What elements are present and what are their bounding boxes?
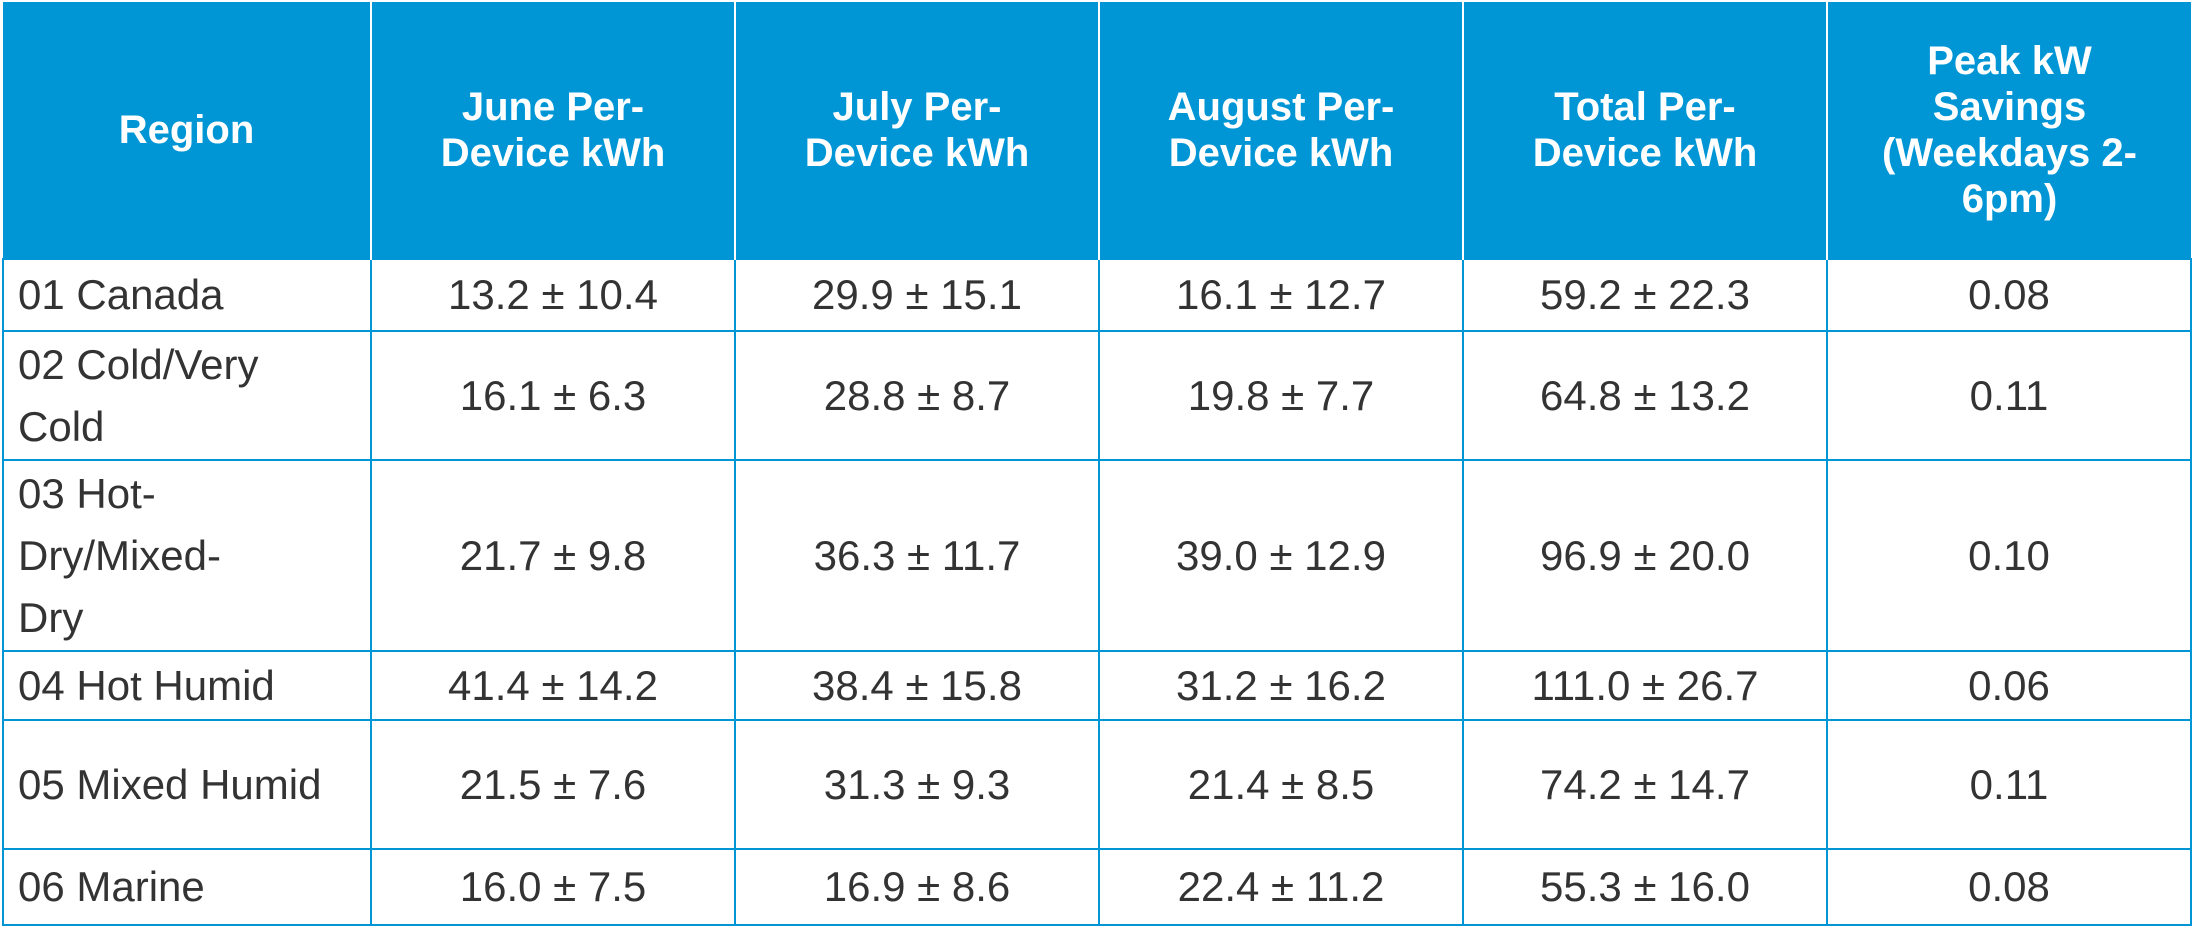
- value-cell: 16.9 ± 8.6: [734, 848, 1100, 926]
- value-cell: 0.06: [1826, 650, 2192, 721]
- value-cell: 0.08: [1826, 848, 2192, 926]
- column-header: Total Per-Device kWh: [1462, 2, 1827, 259]
- column-header: Region: [3, 2, 371, 259]
- table-row: 01 Canada 13.2 ± 10.4 29.9 ± 15.1 16.1 ± 12…: [2, 258, 2192, 332]
- column-header: July Per-Device kWh: [734, 2, 1099, 259]
- header-row: Region June Per-Device kWh July Per-Device…: [3, 2, 2191, 259]
- value-cell: 22.4 ± 11.2: [1098, 848, 1464, 926]
- value-cell: 39.0 ± 12.9: [1098, 459, 1464, 652]
- value-cell: 59.2 ± 22.3: [1462, 258, 1828, 332]
- value-cell: 0.08: [1826, 258, 2192, 332]
- value-cell: 21.5 ± 7.6: [370, 719, 736, 850]
- table-row: 03 Hot-Dry/Mixed-Dry 21.7 ± 9.8 36.3 ± 11.…: [2, 459, 2192, 652]
- value-cell: 41.4 ± 14.2: [370, 650, 736, 721]
- value-cell: 0.11: [1826, 719, 2192, 850]
- value-cell: 0.11: [1826, 330, 2192, 461]
- value-cell: 21.4 ± 8.5: [1098, 719, 1464, 850]
- value-cell: 16.1 ± 6.3: [370, 330, 736, 461]
- region-cell: 06 Marine: [2, 848, 372, 926]
- value-cell: 55.3 ± 16.0: [1462, 848, 1828, 926]
- value-cell: 13.2 ± 10.4: [370, 258, 736, 332]
- region-cell: 02 Cold/Very Cold: [2, 330, 372, 461]
- value-cell: 64.8 ± 13.2: [1462, 330, 1828, 461]
- value-cell: 0.10: [1826, 459, 2192, 652]
- table-row: 05 Mixed Humid 21.5 ± 7.6 31.3 ± 9.3 21.4 ±…: [2, 719, 2192, 850]
- region-cell: 03 Hot-Dry/Mixed-Dry: [2, 459, 372, 652]
- column-header: June Per-Device kWh: [370, 2, 735, 259]
- table-row: 06 Marine 16.0 ± 7.5 16.9 ± 8.6 22.4 ± 11.2…: [2, 848, 2192, 926]
- value-cell: 31.3 ± 9.3: [734, 719, 1100, 850]
- value-cell: 28.8 ± 8.7: [734, 330, 1100, 461]
- value-cell: 16.0 ± 7.5: [370, 848, 736, 926]
- value-cell: 111.0 ± 26.7: [1462, 650, 1828, 721]
- column-header: Peak kW Savings (Weekdays 2-6pm): [1826, 2, 2191, 259]
- value-cell: 74.2 ± 14.7: [1462, 719, 1828, 850]
- value-cell: 19.8 ± 7.7: [1098, 330, 1464, 461]
- region-cell: 05 Mixed Humid: [2, 719, 372, 850]
- column-header: August Per-Device kWh: [1098, 2, 1463, 259]
- value-cell: 21.7 ± 9.8: [370, 459, 736, 652]
- table-row: 02 Cold/Very Cold 16.1 ± 6.3 28.8 ± 8.7 19.…: [2, 330, 2192, 461]
- table-row: 04 Hot Humid 41.4 ± 14.2 38.4 ± 15.8 31.2 ±…: [2, 650, 2192, 721]
- region-cell: 04 Hot Humid: [2, 650, 372, 721]
- region-cell: 01 Canada: [2, 258, 372, 332]
- value-cell: 36.3 ± 11.7: [734, 459, 1100, 652]
- value-cell: 16.1 ± 12.7: [1098, 258, 1464, 332]
- value-cell: 31.2 ± 16.2: [1098, 650, 1464, 721]
- value-cell: 29.9 ± 15.1: [734, 258, 1100, 332]
- value-cell: 96.9 ± 20.0: [1462, 459, 1828, 652]
- value-cell: 38.4 ± 15.8: [734, 650, 1100, 721]
